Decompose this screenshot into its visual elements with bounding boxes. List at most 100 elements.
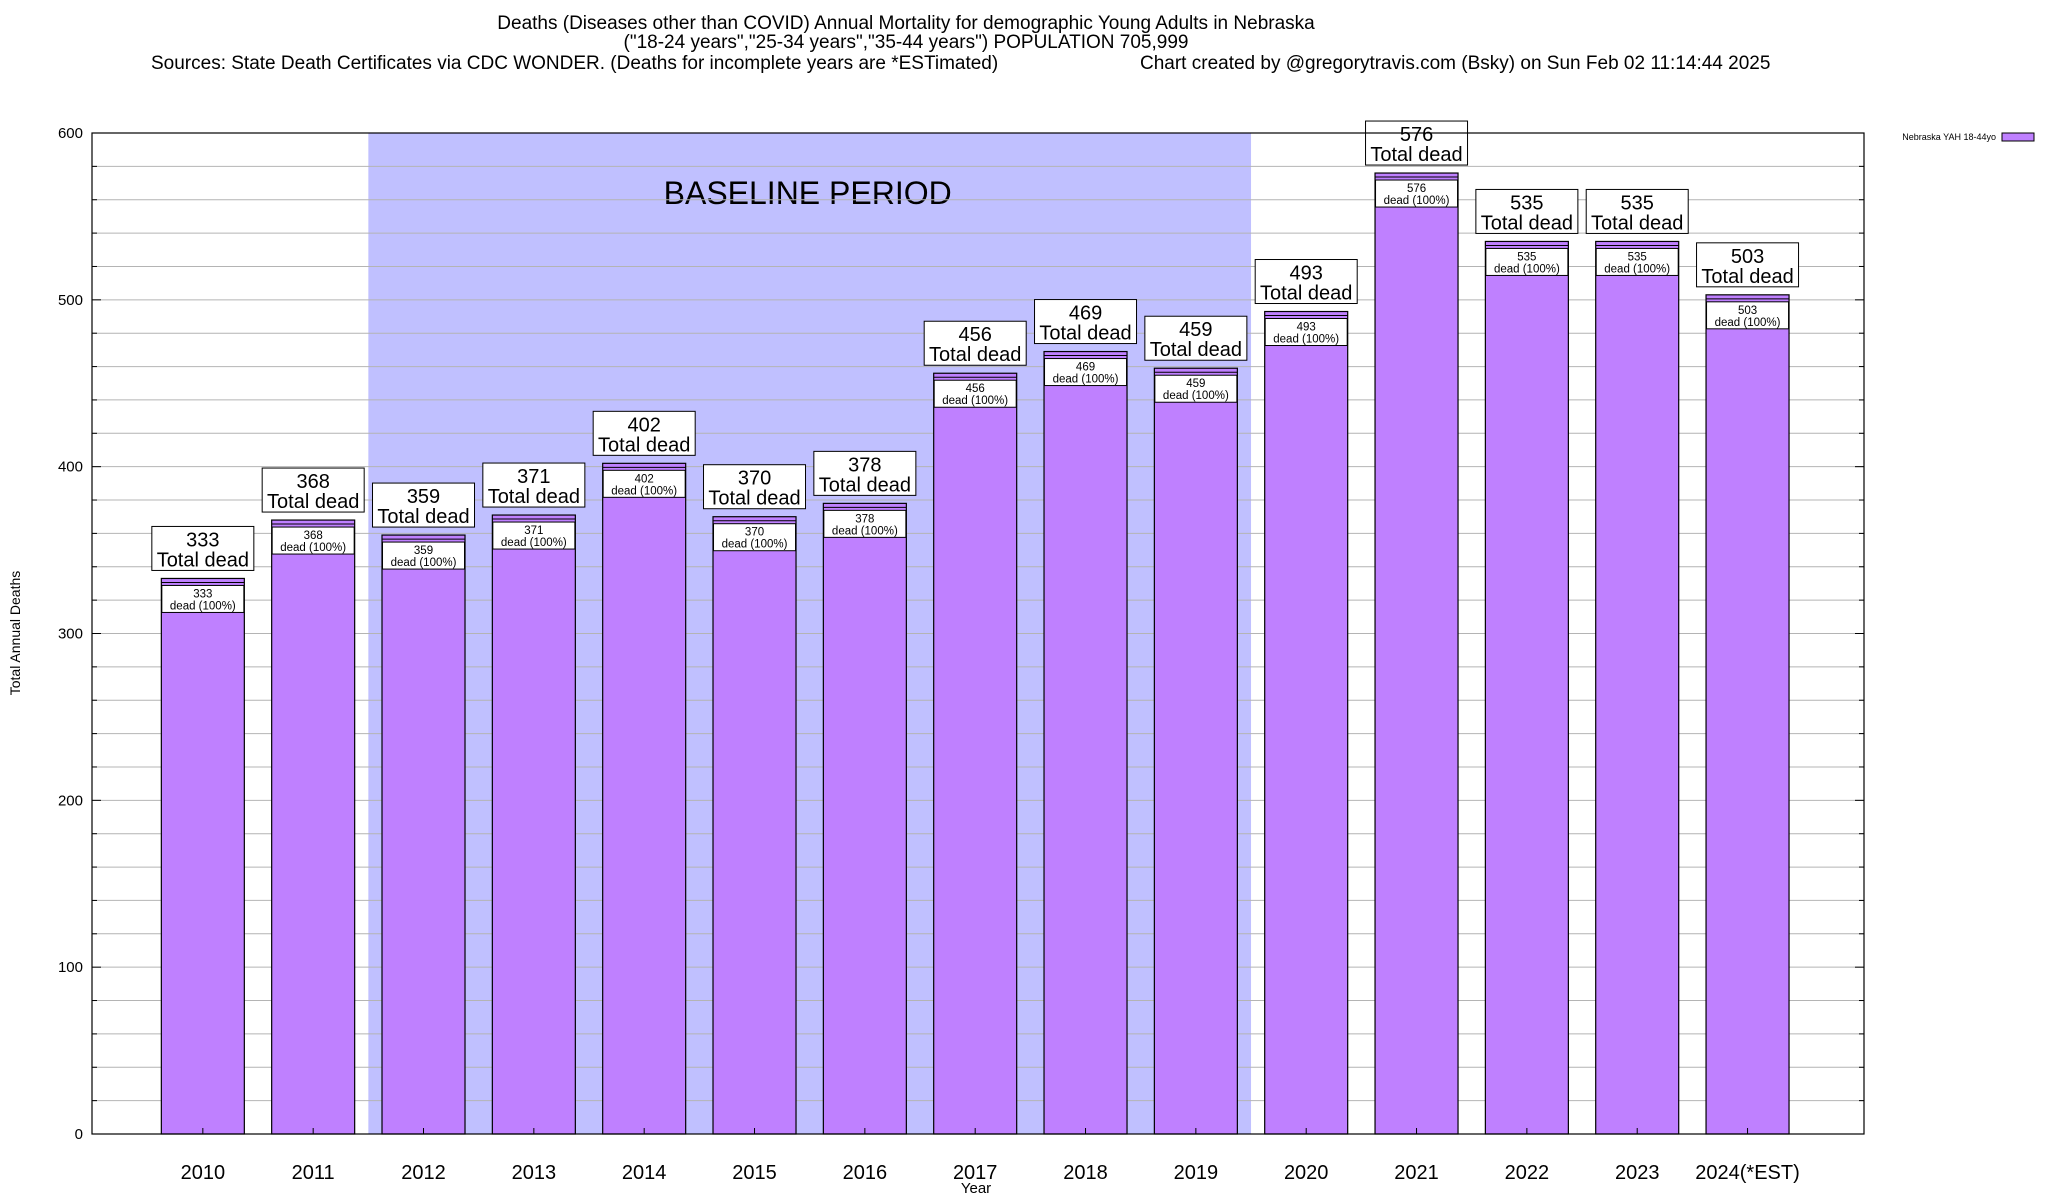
- bar-top-label-box: [261, 467, 365, 513]
- bar-top-total: Total dead: [488, 486, 580, 508]
- x-tick-label: 2014: [622, 1162, 667, 1184]
- bar-inner-value: 333: [193, 588, 212, 600]
- bar-top-total: Total dead: [708, 488, 800, 510]
- bar-top-value: 333: [186, 529, 219, 551]
- x-tick-label: 2022: [1505, 1162, 1550, 1184]
- bar-top-value: 456: [959, 324, 992, 346]
- x-axis-title: Year: [961, 1180, 991, 1197]
- bar-top-total: Total dead: [1370, 144, 1462, 166]
- bar-top-label-box: [151, 525, 255, 571]
- bar-inner-percent: dead (100%): [1384, 195, 1450, 207]
- bar-top-label-box: [372, 482, 476, 528]
- x-tick-label: 2018: [1063, 1162, 1108, 1184]
- bar-top-value: 368: [296, 471, 329, 493]
- bar-top-label-box: [1365, 120, 1469, 166]
- bar-inner-percent: dead (100%): [1715, 317, 1781, 329]
- y-tick-label: 500: [58, 292, 83, 309]
- bar-inner-value: 402: [635, 473, 654, 485]
- bar: [1374, 172, 1459, 1135]
- bar-top-label-box: [1254, 259, 1358, 305]
- bar-inner-value: 370: [745, 527, 764, 539]
- legend: Nebraska YAH 18-44yo: [1902, 132, 2035, 142]
- bar-inner-value: 493: [1297, 322, 1316, 334]
- x-tick-label: 2010: [181, 1162, 226, 1184]
- bar-inner-label-box: [271, 526, 355, 555]
- bar-top-value: 402: [627, 414, 660, 436]
- bar-inner-label-box: [1264, 318, 1348, 347]
- y-tick-label: 0: [75, 1126, 83, 1143]
- bar-top-label-box: [923, 320, 1027, 366]
- bar-inner-label-box: [382, 541, 466, 570]
- bar-inner-label-box: [1485, 247, 1569, 276]
- bar-top-total: Total dead: [1701, 266, 1793, 288]
- bar-top-label-box: [1144, 315, 1248, 361]
- bar-inner-label-box: [602, 469, 686, 498]
- bar-top-value: 493: [1290, 263, 1323, 285]
- chart-title: Deaths (Diseases other than COVID) Annua…: [497, 13, 1315, 34]
- bar-top-value: 359: [407, 486, 440, 508]
- bar-top-label-box: [813, 450, 917, 496]
- bar: [491, 514, 576, 1135]
- y-tick-label: 300: [58, 626, 83, 643]
- bar: [1043, 350, 1128, 1135]
- bar-top-total: Total dead: [929, 344, 1021, 366]
- x-tick-label: 2011: [292, 1162, 335, 1184]
- plot-frame: [91, 132, 1865, 1135]
- bar-inner-value: 378: [855, 513, 874, 525]
- bar-top-total: Total dead: [267, 491, 359, 513]
- chart-subtitle: ("18-24 years","25-34 years","35-44 year…: [623, 32, 1189, 53]
- bar: [160, 577, 245, 1135]
- bar-inner-label-box: [1595, 247, 1679, 276]
- legend-swatch: [2001, 132, 2035, 142]
- bar-inner-value: 535: [1517, 251, 1536, 263]
- y-tick-label: 100: [58, 959, 83, 976]
- bar-top-total: Total dead: [1039, 323, 1131, 345]
- x-tick-label: 2021: [1394, 1162, 1439, 1184]
- bar-inner-percent: dead (100%): [942, 395, 1008, 407]
- bar-inner-value: 459: [1186, 378, 1205, 390]
- bar-inner-value: 576: [1407, 183, 1426, 195]
- bar-inner-label-box: [492, 521, 576, 550]
- bar: [1484, 240, 1569, 1135]
- bar-top-total: Total dead: [377, 506, 469, 528]
- baseline-label: BASELINE PERIOD: [664, 175, 952, 211]
- x-tick-label: 2012: [401, 1162, 446, 1184]
- bar-inner-percent: dead (100%): [1053, 374, 1119, 386]
- bar-inner-label-box: [1154, 374, 1238, 403]
- bar-top-value: 469: [1069, 303, 1102, 325]
- x-tick-label: 2017: [953, 1162, 998, 1184]
- bar-inner-percent: dead (100%): [1604, 263, 1670, 275]
- bar-top-value: 459: [1179, 319, 1212, 341]
- bar-inner-percent: dead (100%): [280, 542, 346, 554]
- x-tick-label: 2015: [732, 1162, 777, 1184]
- bar-inner-label-box: [1706, 301, 1790, 330]
- bar-inner-percent: dead (100%): [1163, 390, 1229, 402]
- bar-top-label-box: [703, 464, 807, 510]
- bar-top-total: Total dead: [1591, 212, 1683, 234]
- bar-inner-label-box: [1375, 179, 1459, 208]
- bar-inner-value: 359: [414, 545, 433, 557]
- bar-inner-label-box: [823, 509, 907, 538]
- bar-inner-percent: dead (100%): [1494, 263, 1560, 275]
- bar: [1264, 310, 1349, 1135]
- bar-top-label-box: [1475, 188, 1579, 234]
- bar-inner-value: 371: [524, 525, 543, 537]
- bar: [271, 519, 356, 1135]
- bar-top-value: 535: [1510, 192, 1543, 214]
- x-tick-label: 2013: [512, 1162, 557, 1184]
- bar-top-value: 535: [1621, 192, 1654, 214]
- x-tick-label: 2020: [1284, 1162, 1329, 1184]
- bar-inner-value: 503: [1738, 305, 1757, 317]
- bar-inner-percent: dead (100%): [832, 525, 898, 537]
- bar: [822, 502, 907, 1135]
- bar-top-total: Total dead: [1481, 212, 1573, 234]
- bar-top-label-box: [482, 462, 586, 508]
- bar-inner-percent: dead (100%): [722, 539, 788, 551]
- bar-top-total: Total dead: [157, 549, 249, 571]
- bar-inner-value: 456: [966, 383, 985, 395]
- y-tick-label: 600: [58, 125, 83, 142]
- bar-top-label-box: [1585, 188, 1689, 234]
- bar: [1153, 367, 1238, 1135]
- bar-inner-percent: dead (100%): [1273, 334, 1339, 346]
